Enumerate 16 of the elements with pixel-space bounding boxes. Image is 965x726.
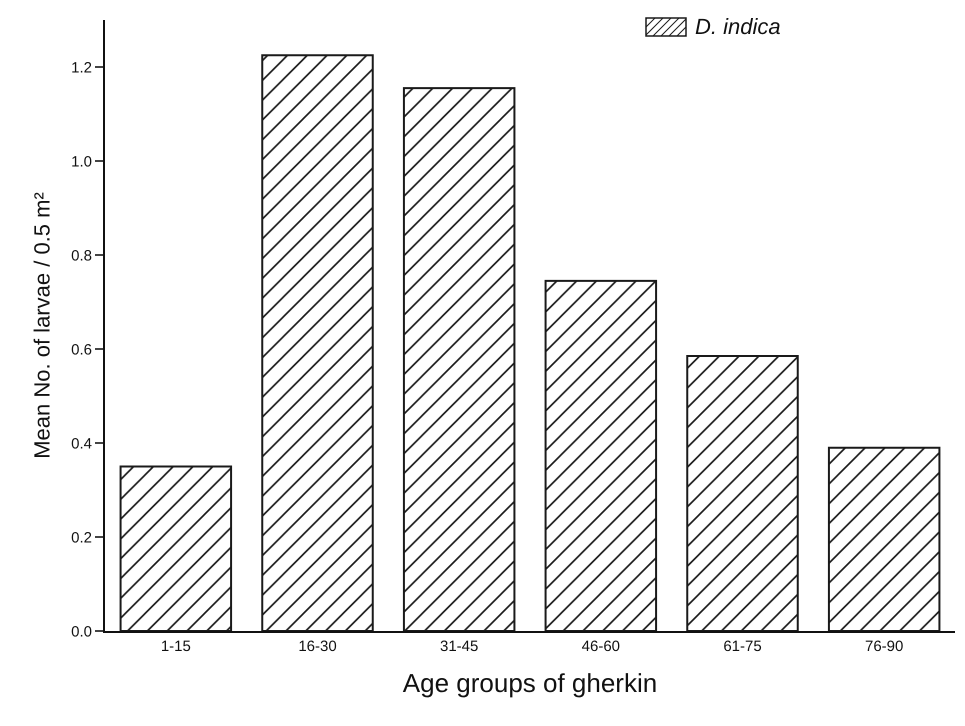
x-tick-label: 31-45 [440, 638, 478, 655]
y-tick-label: 0.8 [71, 247, 92, 264]
x-tick-label: 16-30 [298, 638, 337, 655]
x-tick-label: 61-75 [723, 638, 762, 655]
y-axis-title: Mean No. of larvae / 0.5 m² [29, 192, 54, 459]
y-tick-label: 1.0 [71, 153, 92, 170]
y-tick-label: 1.2 [71, 59, 92, 76]
y-tick-label: 0.2 [71, 529, 92, 546]
y-tick-label: 0.6 [71, 341, 92, 358]
text: D. indica [695, 14, 781, 40]
x-tick-label: 1-15 [160, 638, 191, 655]
y-tick-label: 0.4 [71, 435, 92, 452]
x-tick-label: 76-90 [864, 638, 904, 655]
x-tick-label: 46-60 [582, 638, 620, 655]
x-axis-title: Age groups of gherkin [402, 668, 658, 698]
y-tick-label: 0.0 [71, 623, 92, 640]
